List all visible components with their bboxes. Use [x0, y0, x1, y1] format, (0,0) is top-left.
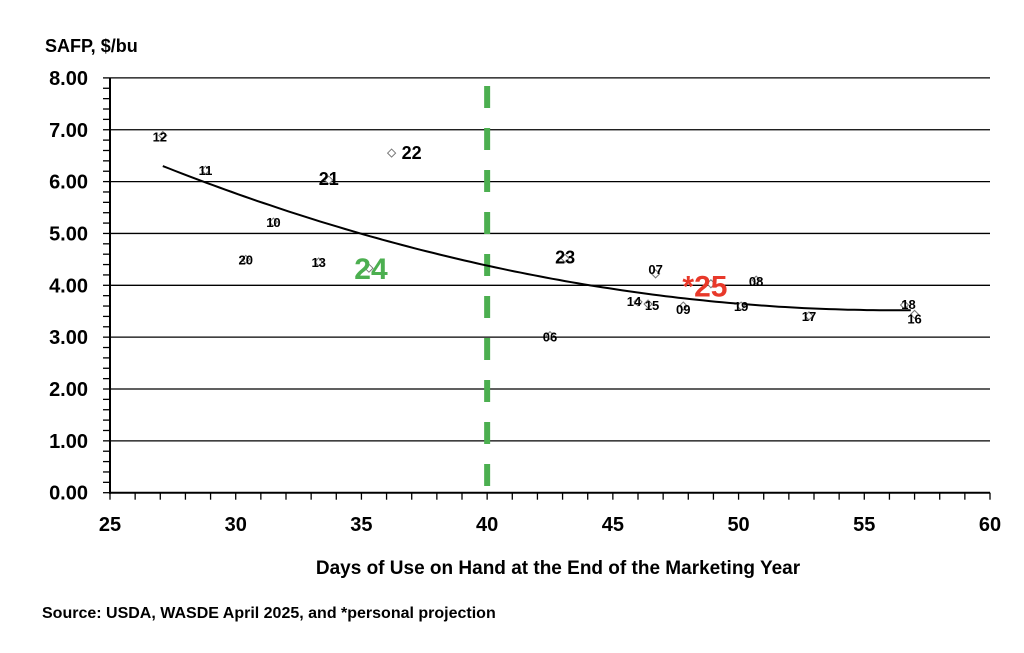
data-point-label: 23 — [555, 247, 575, 267]
y-axis-label: SAFP, $/bu — [45, 36, 138, 56]
data-point-label: 18 — [901, 297, 915, 312]
data-point-marker — [324, 175, 334, 185]
data-point-marker — [560, 253, 570, 264]
axes: 0.00 1.00 2.00 3.00 4.00 5.00 6.00 7.00 8.00 25 30… — [49, 68, 1001, 536]
data-point-marker — [545, 330, 555, 341]
data-point-label: 11 — [199, 163, 213, 178]
data-point-marker — [643, 299, 653, 309]
data-point-marker — [899, 300, 910, 310]
data-point-marker — [386, 148, 397, 158]
data-point-marker — [706, 279, 716, 289]
x-tick-label: 35 — [350, 514, 372, 536]
data-point-label: 16 — [907, 311, 921, 326]
data-point-label: 13 — [311, 255, 325, 270]
x-tick-label: 25 — [99, 514, 121, 536]
data-point-marker — [241, 254, 251, 265]
data-point-label: 24 — [354, 253, 388, 286]
data-point-label: 21 — [319, 169, 339, 189]
x-tick-label: 30 — [225, 514, 247, 536]
data-point-label: 12 — [153, 129, 167, 144]
y-tick-label: 5.00 — [49, 223, 88, 245]
trendline — [162, 165, 911, 312]
y-tick-label: 1.00 — [49, 431, 88, 453]
data-point-label: 06 — [543, 330, 557, 345]
x-tick-label: 50 — [727, 514, 749, 536]
data-point-label: 09 — [676, 302, 690, 317]
data-point-label: 15 — [645, 298, 659, 313]
y-tick-label: 4.00 — [49, 275, 88, 297]
x-tick-label: 40 — [476, 514, 498, 536]
data-point-marker — [200, 165, 211, 175]
x-axis-label: Days of Use on Hand at the End of the Ma… — [316, 558, 801, 579]
data-point-marker — [268, 217, 279, 227]
x-tick-label: 45 — [602, 514, 624, 536]
data-point-label: 19 — [734, 299, 748, 314]
data-point-label: *25 — [682, 271, 727, 304]
data-point-label: 10 — [266, 215, 280, 230]
data-point-marker — [158, 130, 168, 141]
y-tick-label: 0.00 — [49, 483, 88, 505]
y-tick-label: 6.00 — [49, 172, 88, 194]
y-tick-label: 3.00 — [49, 327, 88, 349]
data-point-marker — [364, 263, 374, 273]
data-point-marker — [751, 275, 761, 285]
data-point-label: 17 — [802, 309, 816, 324]
y-tick-label: 2.00 — [49, 379, 88, 401]
x-tick-label: 55 — [853, 514, 875, 536]
data-points: 06 07 08 09 10 11 12 13 14 15 16 17 18 19 20 21 22 23 24 *2… — [153, 129, 922, 344]
x-tick-label: 60 — [979, 514, 1001, 536]
data-point-label: 07 — [648, 262, 662, 277]
data-point-marker — [633, 297, 643, 307]
data-point-label: 20 — [239, 252, 253, 267]
data-point-marker — [736, 301, 746, 311]
y-tick-label: 8.00 — [49, 68, 88, 90]
data-point-marker — [678, 301, 688, 311]
data-point-label: 14 — [627, 294, 642, 309]
data-point-label: 08 — [749, 274, 763, 289]
data-point-marker — [313, 257, 324, 267]
data-point-marker — [804, 311, 814, 321]
y-tick-label: 7.00 — [49, 120, 88, 142]
data-point-marker — [650, 269, 661, 279]
data-point-marker — [909, 309, 920, 320]
data-point-label: 22 — [402, 143, 422, 163]
source-note: Source: USDA, WASDE April 2025, and *per… — [42, 605, 496, 622]
